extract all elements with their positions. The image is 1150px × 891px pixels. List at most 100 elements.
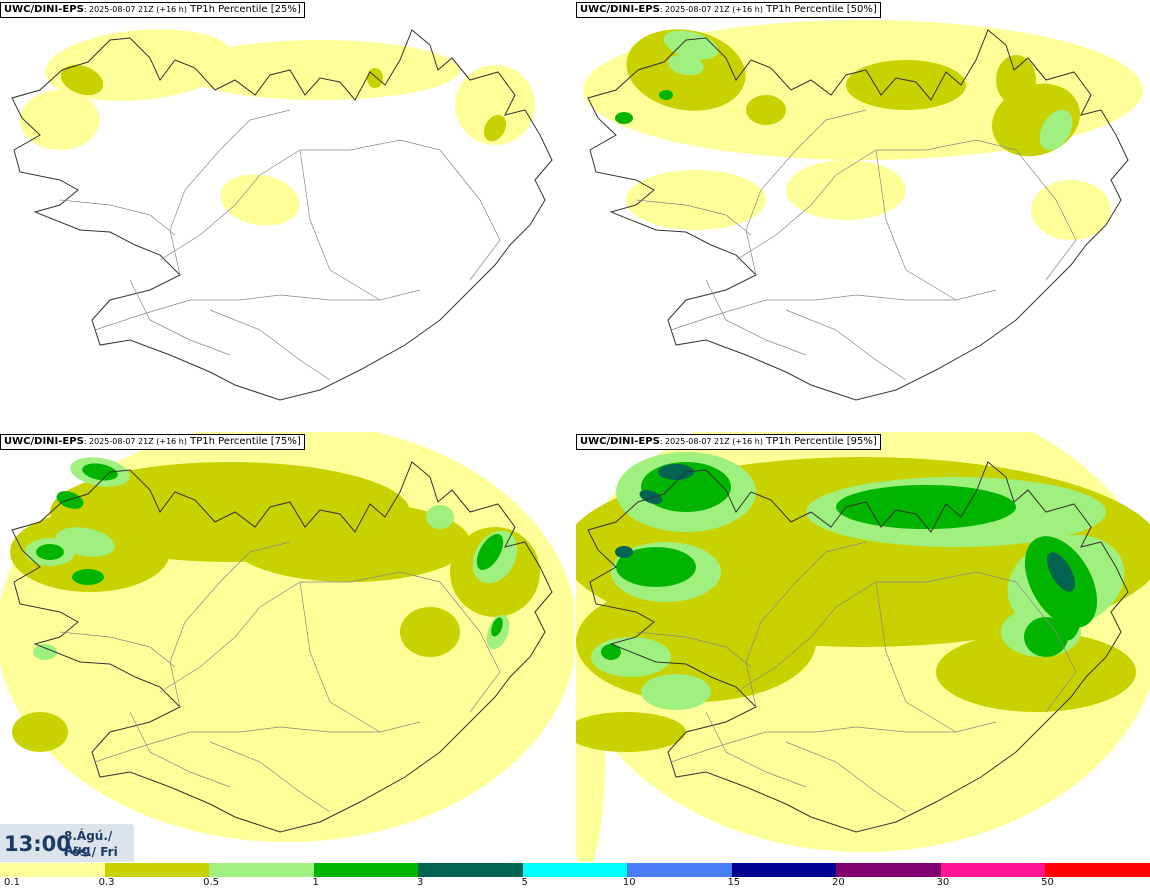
precip-area <box>491 617 503 637</box>
road-line <box>94 721 421 763</box>
precip-area <box>615 112 633 124</box>
map-panel-p50: UWC/DINI-EPS: 2025-08-07 21Z (+16 h) TP1… <box>576 0 1150 430</box>
legend-label: 3 <box>416 877 424 888</box>
road-line <box>129 711 231 788</box>
precip-area <box>60 64 104 96</box>
precip-area <box>658 464 694 480</box>
precip-area <box>746 95 786 125</box>
legend-swatch <box>313 863 419 877</box>
precip-area <box>576 712 686 752</box>
precip-field <box>576 432 1150 862</box>
legend-swatch <box>731 863 837 877</box>
precip-area <box>476 533 504 571</box>
road-line <box>745 541 867 708</box>
legend-swatch <box>940 863 1046 877</box>
precip-area <box>616 547 696 587</box>
precip-area <box>12 712 68 752</box>
road-line <box>159 139 441 261</box>
precip-area <box>483 114 507 142</box>
precipitation-map <box>11 29 553 401</box>
map-panel-p25: UWC/DINI-EPS: 2025-08-07 21Z (+16 h) TP1… <box>0 0 574 430</box>
valid-date: 8.Ágú./ Aug <box>64 829 113 857</box>
precip-area <box>20 90 100 150</box>
precip-area <box>1039 109 1073 151</box>
road-line <box>1015 149 1077 281</box>
road-line <box>785 309 907 381</box>
parameter-label: TP1h Percentile [50%] <box>762 4 877 15</box>
model-name: UWC/DINI-EPS <box>580 436 660 447</box>
legend-label: 5 <box>521 877 528 888</box>
run-time: : 2025-08-07 21Z (+16 h) <box>659 437 763 446</box>
road-line <box>785 741 907 813</box>
road-line <box>169 541 291 708</box>
precip-area <box>615 546 633 558</box>
road-line <box>59 199 176 236</box>
precip-area <box>591 637 671 677</box>
road-line <box>59 631 176 668</box>
precip-area <box>601 644 621 660</box>
road-line <box>705 711 807 788</box>
road-line <box>735 571 1017 693</box>
coastline <box>11 29 553 401</box>
precip-area <box>659 90 673 100</box>
run-time: : 2025-08-07 21Z (+16 h) <box>83 5 187 14</box>
precip-area <box>220 174 300 226</box>
model-name: UWC/DINI-EPS <box>4 436 84 447</box>
precip-field <box>583 20 1143 240</box>
precip-area <box>936 632 1136 712</box>
legend-label: 20 <box>831 877 845 888</box>
parameter-label: TP1h Percentile [75%] <box>186 436 301 447</box>
road-line <box>129 279 231 356</box>
precipitation-map <box>0 432 574 842</box>
precip-area <box>641 674 711 710</box>
coastline <box>587 29 1129 401</box>
road-line <box>735 139 1017 261</box>
legend-labels: 0.1 0.3 0.5 1 3 5 10 15 20 30 50 <box>0 877 1150 891</box>
model-name: UWC/DINI-EPS <box>4 4 84 15</box>
road-line <box>670 289 997 331</box>
precip-area <box>786 160 906 220</box>
model-name: UWC/DINI-EPS <box>580 4 660 15</box>
legend-label: 10 <box>622 877 636 888</box>
parameter-label: TP1h Percentile [25%] <box>186 4 301 15</box>
road-line <box>875 149 957 301</box>
precip-area <box>1024 617 1068 657</box>
precip-area <box>1031 180 1111 240</box>
precip-area <box>180 40 460 100</box>
valid-weekday: Fös./ Fri <box>64 845 118 859</box>
run-time: : 2025-08-07 21Z (+16 h) <box>659 5 763 14</box>
panel-title: UWC/DINI-EPS: 2025-08-07 21Z (+16 h) TP1… <box>0 434 305 450</box>
legend-swatch <box>418 863 523 877</box>
precip-area <box>668 54 704 76</box>
road-line <box>209 309 331 381</box>
precip-area <box>400 607 460 657</box>
precip-area <box>1062 613 1080 641</box>
road-line <box>705 279 807 356</box>
precip-area <box>846 60 966 110</box>
legend-label: 15 <box>727 877 741 888</box>
road-line <box>439 149 501 281</box>
road-line <box>159 571 441 693</box>
run-time: : 2025-08-07 21Z (+16 h) <box>83 437 187 446</box>
color-legend <box>0 863 1150 877</box>
road-line <box>299 581 381 733</box>
road-line <box>439 581 501 713</box>
panel-title: UWC/DINI-EPS: 2025-08-07 21Z (+16 h) TP1… <box>576 2 881 18</box>
road-line <box>169 109 291 276</box>
precip-area <box>455 65 535 145</box>
precipitation-map <box>576 432 1150 862</box>
road-line <box>209 741 331 813</box>
precipitation-map <box>583 20 1143 401</box>
precip-area <box>639 490 663 504</box>
legend-label: 1 <box>312 877 319 888</box>
road-line <box>94 289 421 331</box>
legend-swatch <box>522 863 628 877</box>
coastline <box>11 461 553 833</box>
road-line <box>635 199 752 236</box>
legend-label: 30 <box>936 877 950 888</box>
legend-label: 50 <box>1041 877 1054 888</box>
precip-field <box>20 29 535 226</box>
coastline <box>587 461 1129 833</box>
road-line <box>1015 581 1077 713</box>
precip-area <box>1047 552 1075 592</box>
